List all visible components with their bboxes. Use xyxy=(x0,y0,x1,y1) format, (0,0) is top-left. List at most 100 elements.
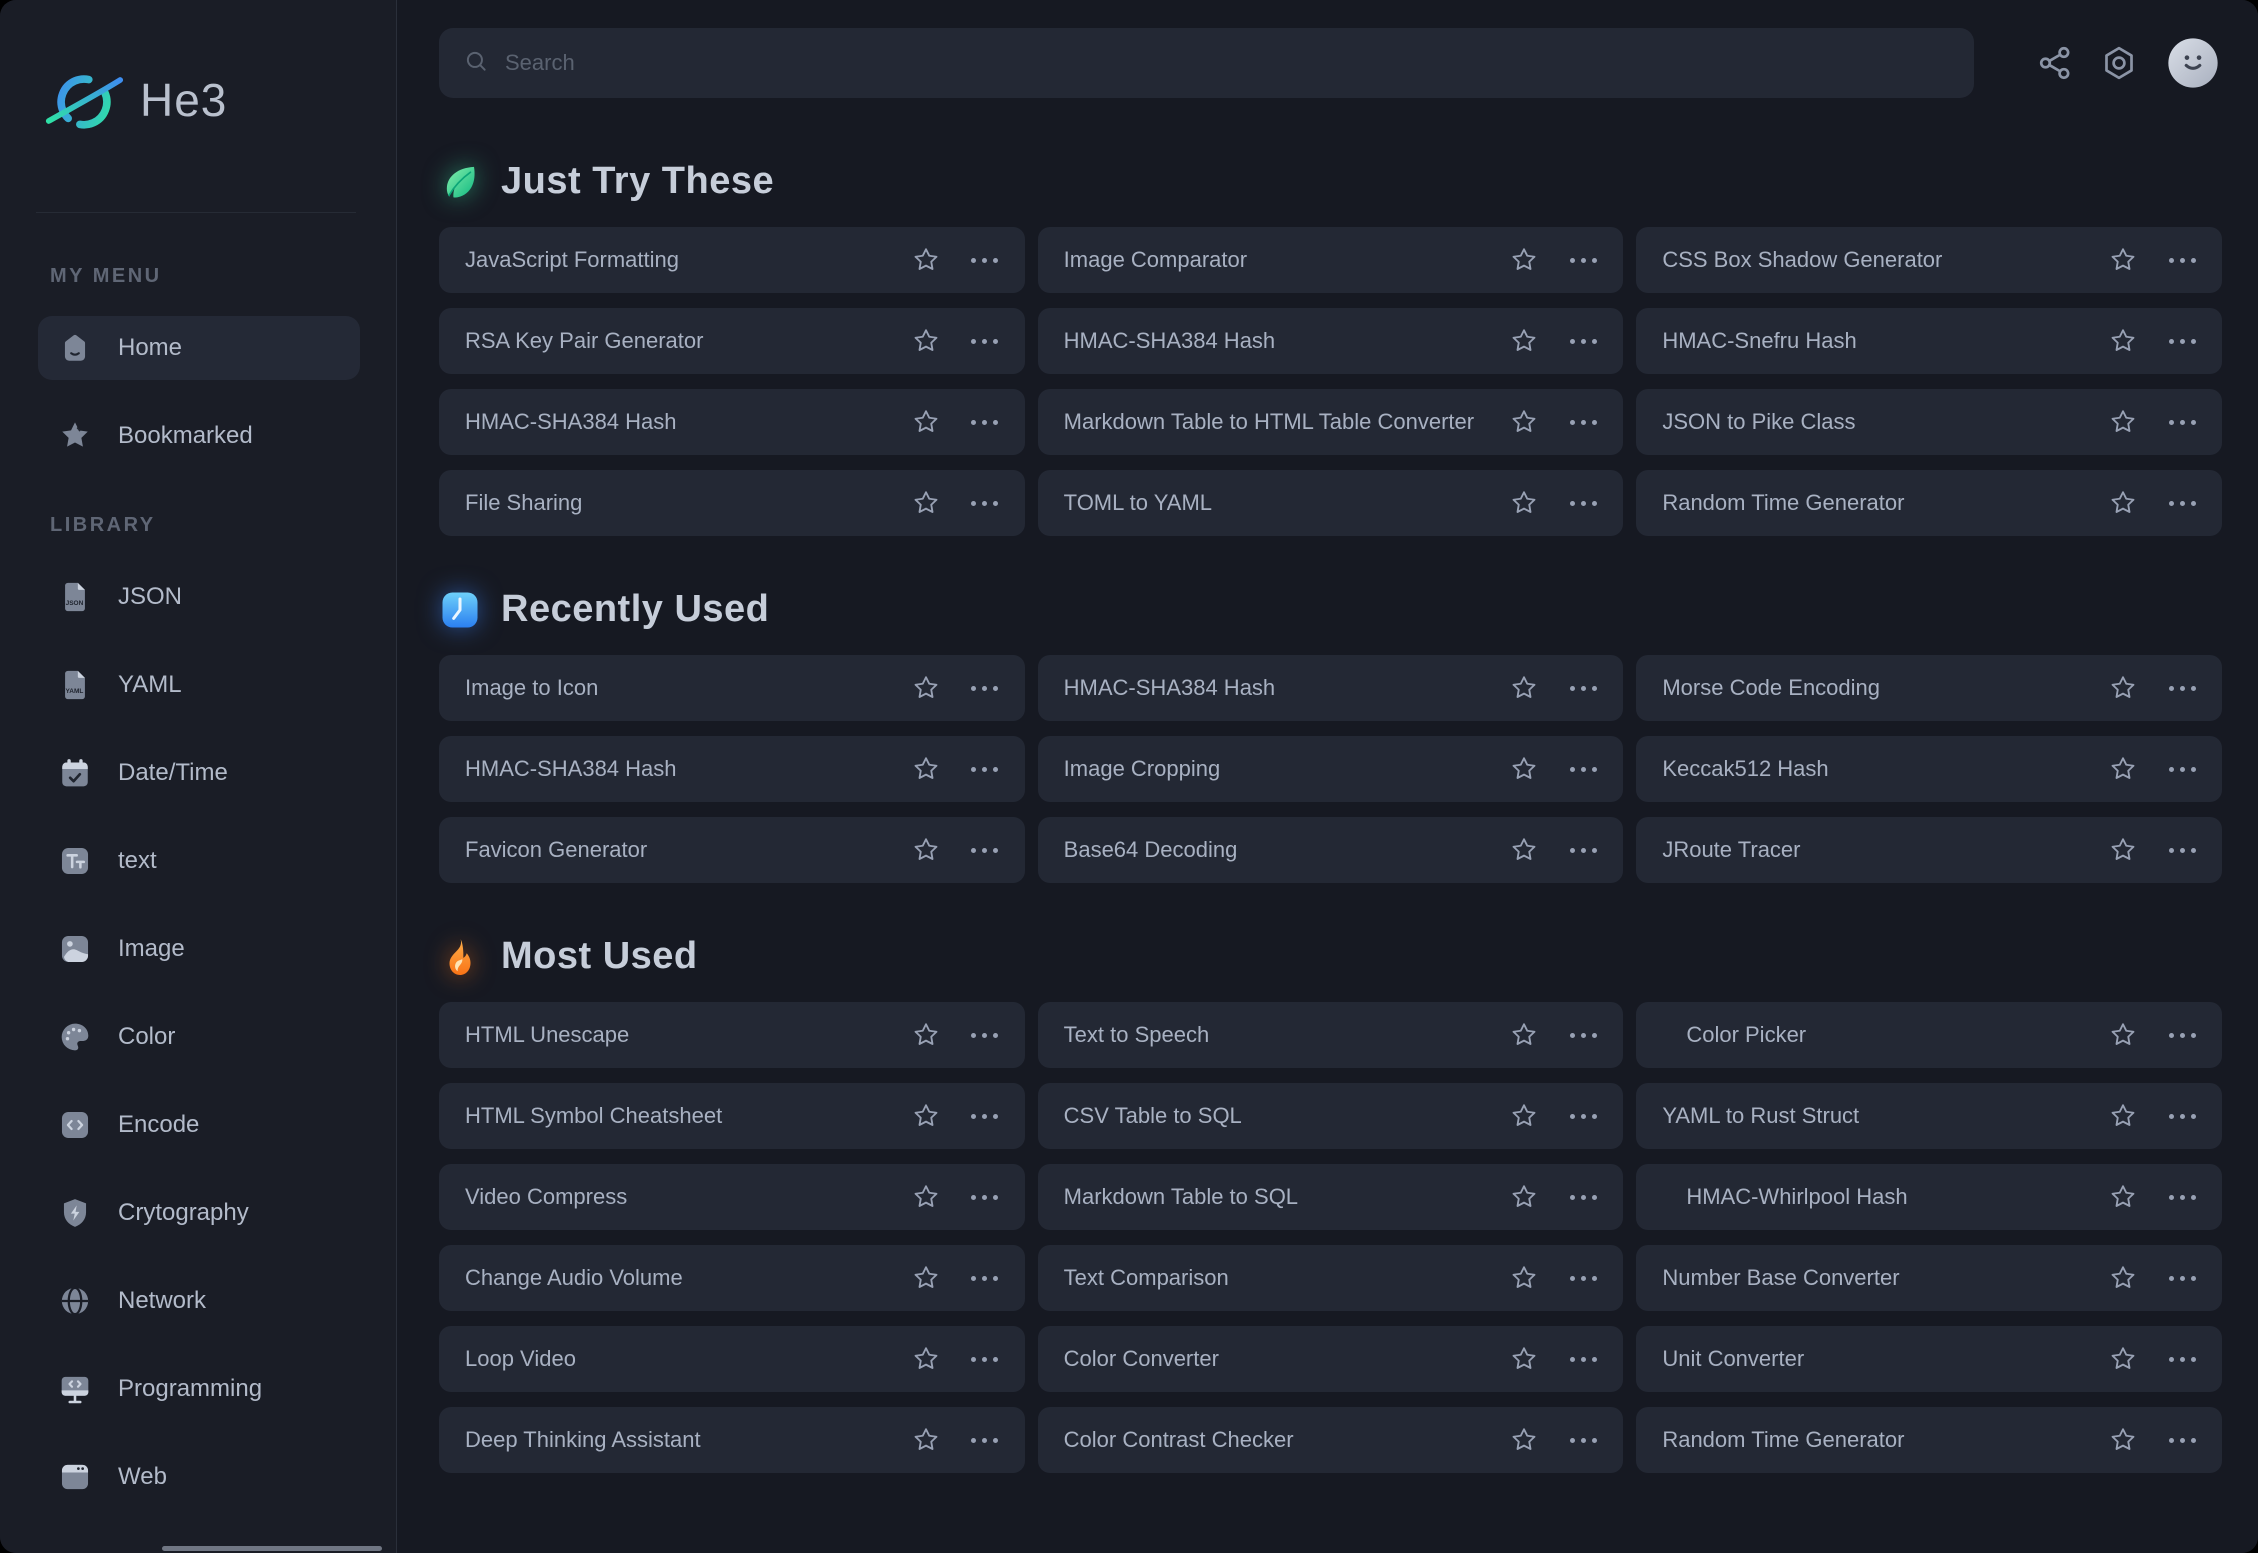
more-options-icon[interactable] xyxy=(1565,1357,1601,1362)
tool-card-file-sharing[interactable]: File Sharing xyxy=(439,470,1025,536)
more-options-icon[interactable] xyxy=(1565,1195,1601,1200)
more-options-icon[interactable] xyxy=(1565,1114,1601,1119)
favorite-star-icon[interactable] xyxy=(1509,835,1539,865)
favorite-star-icon[interactable] xyxy=(2108,1101,2138,1131)
more-options-icon[interactable] xyxy=(2164,1114,2200,1119)
share-button[interactable] xyxy=(2036,44,2074,82)
more-options-icon[interactable] xyxy=(2164,339,2200,344)
tool-card-hmac-sha384-hash[interactable]: HMAC-SHA384 Hash xyxy=(439,736,1025,802)
favorite-star-icon[interactable] xyxy=(911,1425,941,1455)
favorite-star-icon[interactable] xyxy=(2108,1344,2138,1374)
tool-card-hmac-whirlpool-hash[interactable]: HMAC-Whirlpool Hash xyxy=(1636,1164,2222,1230)
more-options-icon[interactable] xyxy=(967,1438,1003,1443)
tool-card-jroute-tracer[interactable]: JRoute Tracer xyxy=(1636,817,2222,883)
tool-card-html-symbol-cheatsheet[interactable]: HTML Symbol Cheatsheet xyxy=(439,1083,1025,1149)
user-avatar[interactable] xyxy=(2164,34,2222,92)
favorite-star-icon[interactable] xyxy=(2108,1020,2138,1050)
horizontal-scrollbar-thumb[interactable] xyxy=(162,1546,382,1551)
sidebar-item-date-time[interactable]: Date/Time xyxy=(38,741,360,805)
favorite-star-icon[interactable] xyxy=(1509,673,1539,703)
tool-card-hmac-sha384-hash[interactable]: HMAC-SHA384 Hash xyxy=(1038,655,1624,721)
favorite-star-icon[interactable] xyxy=(911,488,941,518)
favorite-star-icon[interactable] xyxy=(2108,1182,2138,1212)
favorite-star-icon[interactable] xyxy=(2108,407,2138,437)
tool-card-color-converter[interactable]: Color Converter xyxy=(1038,1326,1624,1392)
more-options-icon[interactable] xyxy=(967,1114,1003,1119)
settings-button[interactable] xyxy=(2100,44,2138,82)
tool-card-morse-code-encoding[interactable]: Morse Code Encoding xyxy=(1636,655,2222,721)
more-options-icon[interactable] xyxy=(1565,1276,1601,1281)
favorite-star-icon[interactable] xyxy=(1509,1182,1539,1212)
tool-card-loop-video[interactable]: Loop Video xyxy=(439,1326,1025,1392)
favorite-star-icon[interactable] xyxy=(1509,1101,1539,1131)
more-options-icon[interactable] xyxy=(1565,767,1601,772)
favorite-star-icon[interactable] xyxy=(911,673,941,703)
tool-card-yaml-to-rust-struct[interactable]: YAML to Rust Struct xyxy=(1636,1083,2222,1149)
sidebar-item-yaml[interactable]: YAML YAML xyxy=(38,653,360,717)
more-options-icon[interactable] xyxy=(1565,686,1601,691)
sidebar-item-encode[interactable]: Encode xyxy=(38,1093,360,1157)
tool-card-unit-converter[interactable]: Unit Converter xyxy=(1636,1326,2222,1392)
more-options-icon[interactable] xyxy=(1565,1033,1601,1038)
favorite-star-icon[interactable] xyxy=(1509,1020,1539,1050)
tool-card-css-box-shadow-generator[interactable]: CSS Box Shadow Generator xyxy=(1636,227,2222,293)
tool-card-markdown-table-to-html-table-converter[interactable]: Markdown Table to HTML Table Converter xyxy=(1038,389,1624,455)
more-options-icon[interactable] xyxy=(967,686,1003,691)
favorite-star-icon[interactable] xyxy=(911,754,941,784)
favorite-star-icon[interactable] xyxy=(1509,1263,1539,1293)
favorite-star-icon[interactable] xyxy=(1509,754,1539,784)
more-options-icon[interactable] xyxy=(967,420,1003,425)
tool-card-change-audio-volume[interactable]: Change Audio Volume xyxy=(439,1245,1025,1311)
tool-card-text-comparison[interactable]: Text Comparison xyxy=(1038,1245,1624,1311)
favorite-star-icon[interactable] xyxy=(2108,245,2138,275)
tool-card-text-to-speech[interactable]: Text to Speech xyxy=(1038,1002,1624,1068)
tool-card-random-time-generator[interactable]: Random Time Generator xyxy=(1636,470,2222,536)
tool-card-toml-to-yaml[interactable]: TOML to YAML xyxy=(1038,470,1624,536)
favorite-star-icon[interactable] xyxy=(2108,835,2138,865)
tool-card-html-unescape[interactable]: HTML Unescape xyxy=(439,1002,1025,1068)
more-options-icon[interactable] xyxy=(2164,1195,2200,1200)
more-options-icon[interactable] xyxy=(967,1195,1003,1200)
more-options-icon[interactable] xyxy=(2164,1357,2200,1362)
tool-card-color-contrast-checker[interactable]: Color Contrast Checker xyxy=(1038,1407,1624,1473)
tool-card-image-cropping[interactable]: Image Cropping xyxy=(1038,736,1624,802)
favorite-star-icon[interactable] xyxy=(911,835,941,865)
more-options-icon[interactable] xyxy=(967,339,1003,344)
favorite-star-icon[interactable] xyxy=(911,1020,941,1050)
more-options-icon[interactable] xyxy=(2164,1276,2200,1281)
tool-card-base64-decoding[interactable]: Base64 Decoding xyxy=(1038,817,1624,883)
favorite-star-icon[interactable] xyxy=(911,1182,941,1212)
sidebar-item-text[interactable]: text xyxy=(38,829,360,893)
favorite-star-icon[interactable] xyxy=(911,1344,941,1374)
favorite-star-icon[interactable] xyxy=(911,407,941,437)
more-options-icon[interactable] xyxy=(1565,339,1601,344)
sidebar-item-programming[interactable]: Programming xyxy=(38,1357,360,1421)
more-options-icon[interactable] xyxy=(2164,848,2200,853)
sidebar-item-color[interactable]: Color xyxy=(38,1005,360,1069)
more-options-icon[interactable] xyxy=(2164,767,2200,772)
favorite-star-icon[interactable] xyxy=(911,245,941,275)
favorite-star-icon[interactable] xyxy=(1509,326,1539,356)
more-options-icon[interactable] xyxy=(967,767,1003,772)
favorite-star-icon[interactable] xyxy=(2108,488,2138,518)
sidebar-item-json[interactable]: JSON JSON xyxy=(38,565,360,629)
tool-card-hmac-sha384-hash[interactable]: HMAC-SHA384 Hash xyxy=(1038,308,1624,374)
tool-card-javascript-formatting[interactable]: JavaScript Formatting xyxy=(439,227,1025,293)
search-input[interactable] xyxy=(505,50,1950,76)
favorite-star-icon[interactable] xyxy=(911,326,941,356)
favorite-star-icon[interactable] xyxy=(1509,245,1539,275)
tool-card-rsa-key-pair-generator[interactable]: RSA Key Pair Generator xyxy=(439,308,1025,374)
more-options-icon[interactable] xyxy=(967,1276,1003,1281)
tool-card-image-to-icon[interactable]: Image to Icon xyxy=(439,655,1025,721)
favorite-star-icon[interactable] xyxy=(2108,673,2138,703)
tool-card-hmac-snefru-hash[interactable]: HMAC-Snefru Hash xyxy=(1636,308,2222,374)
tool-card-image-comparator[interactable]: Image Comparator xyxy=(1038,227,1624,293)
more-options-icon[interactable] xyxy=(967,501,1003,506)
favorite-star-icon[interactable] xyxy=(2108,1263,2138,1293)
more-options-icon[interactable] xyxy=(2164,420,2200,425)
more-options-icon[interactable] xyxy=(1565,420,1601,425)
tool-card-deep-thinking-assistant[interactable]: Deep Thinking Assistant xyxy=(439,1407,1025,1473)
favorite-star-icon[interactable] xyxy=(911,1101,941,1131)
more-options-icon[interactable] xyxy=(1565,501,1601,506)
more-options-icon[interactable] xyxy=(1565,1438,1601,1443)
